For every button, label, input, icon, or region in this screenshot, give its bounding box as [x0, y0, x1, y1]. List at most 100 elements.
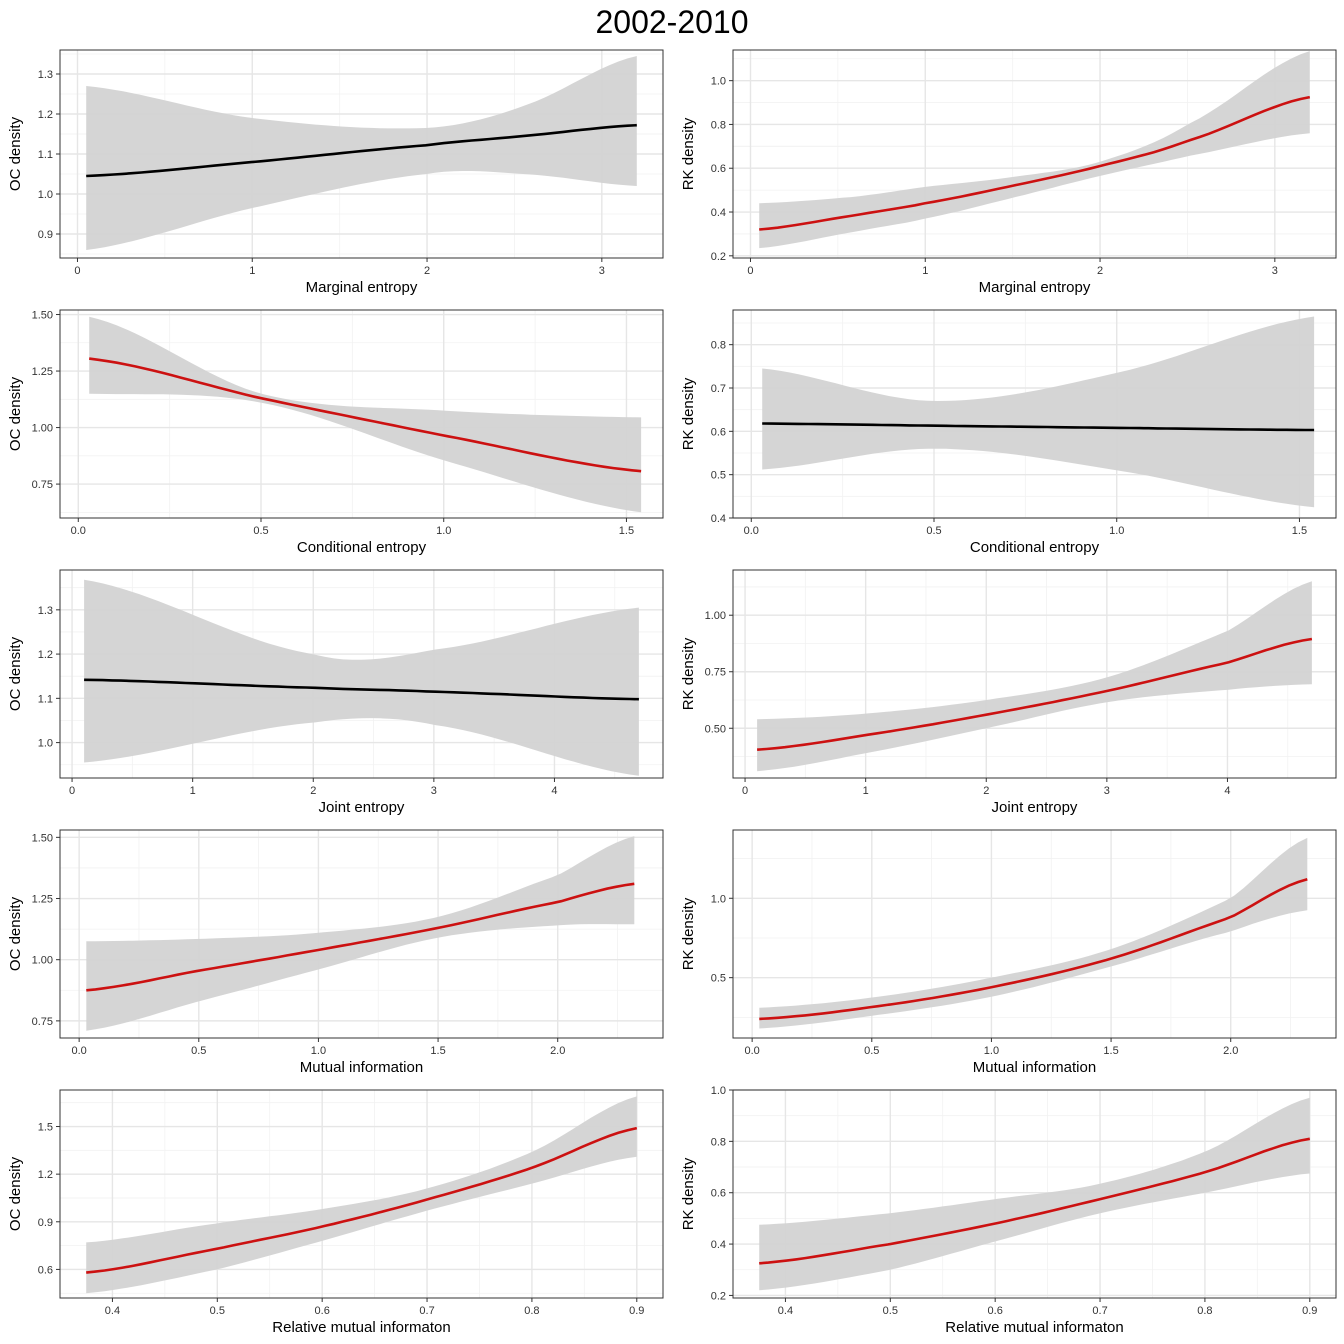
y-tick-label: 1.1 [38, 693, 53, 705]
panel-conditional-rk: 0.0 0.5 1.0 1.5 0.4 0.5 0.6 0.7 0.8 Conditional e… [680, 309, 1337, 556]
y-tick-label: 1.0 [711, 76, 726, 88]
y-tick-label: 1.50 [32, 832, 53, 844]
fit-line [86, 882, 635, 992]
x-tick-label: 0.7 [1092, 1305, 1107, 1317]
x-axis-title: Joint entropy [992, 799, 1078, 816]
x-tick-label: 0.5 [864, 1045, 879, 1057]
y-tick-label: 0.9 [38, 229, 53, 241]
x-tick-label: 3 [431, 785, 437, 797]
y-axis-title: OC density [7, 116, 24, 191]
y-tick-label: 0.5 [711, 973, 726, 985]
y-tick-label: 0.8 [711, 119, 726, 131]
fit-line [762, 422, 1315, 432]
x-axis-title: Mutual information [973, 1059, 1096, 1076]
confidence-ribbon [86, 1096, 637, 1294]
x-tick-label: 1.5 [430, 1045, 445, 1057]
y-tick-label: 1.3 [38, 69, 53, 81]
y-tick-label: 1.2 [38, 649, 53, 661]
y-axis-title: RK density [680, 117, 697, 190]
fit-line [757, 637, 1313, 751]
x-tick-label: 0.9 [629, 1305, 644, 1317]
x-tick-label: 1 [922, 265, 928, 277]
y-tick-label: 0.9 [38, 1217, 53, 1229]
x-tick-label: 0 [69, 785, 75, 797]
figure-title: 2002-2010 [595, 4, 749, 40]
x-tick-label: 0.4 [778, 1305, 793, 1317]
confidence-ribbon [89, 316, 642, 513]
x-tick-label: 0.5 [883, 1305, 898, 1317]
y-tick-label: 1.25 [32, 894, 53, 906]
y-tick-label: 0.6 [711, 163, 726, 175]
x-tick-label: 2 [1097, 265, 1103, 277]
x-tick-label: 2 [424, 265, 430, 277]
x-tick-label: 1.0 [436, 525, 451, 537]
y-axis-title: OC density [7, 896, 24, 971]
y-tick-label: 0.2 [711, 251, 726, 263]
y-tick-label: 1.00 [32, 955, 53, 967]
x-tick-label: 1 [863, 785, 869, 797]
x-tick-label: 1.0 [311, 1045, 326, 1057]
x-tick-label: 0.7 [419, 1305, 434, 1317]
x-tick-label: 0.0 [71, 525, 86, 537]
panel-marginal-rk: 0 1 2 3 0.2 0.4 0.6 0.8 1.0 Marginal entropy RK de… [680, 49, 1337, 296]
x-tick-label: 0.6 [315, 1305, 330, 1317]
x-tick-label: 3 [599, 265, 605, 277]
confidence-ribbon [757, 581, 1312, 772]
y-tick-label: 1.0 [711, 1085, 726, 1097]
y-tick-label: 1.0 [38, 738, 53, 750]
x-tick-label: 2 [983, 785, 989, 797]
confidence-ribbon [86, 56, 637, 250]
x-axis-title: Marginal entropy [979, 279, 1091, 296]
x-tick-label: 1.5 [1103, 1045, 1118, 1057]
panel-border [732, 1089, 1337, 1299]
y-tick-label: 1.0 [711, 893, 726, 905]
y-tick-label: 1.2 [38, 1169, 53, 1181]
y-tick-label: 0.7 [711, 383, 726, 395]
panel-relative-oc: 0.4 0.5 0.6 0.7 0.8 0.9 0.6 0.9 1.2 1.5 Relative m… [7, 1089, 664, 1336]
y-axis-title: RK density [680, 1157, 697, 1230]
y-tick-label: 0.75 [32, 1016, 53, 1028]
panel-conditional-oc: 0.0 0.5 1.0 1.5 0.75 1.00 1.25 1.50 Conditional … [7, 309, 664, 556]
y-tick-label: 0.8 [711, 340, 726, 352]
x-tick-label: 0 [742, 785, 748, 797]
y-tick-label: 0.6 [711, 1188, 726, 1200]
confidence-ribbon [86, 836, 635, 1031]
x-tick-label: 2.0 [1223, 1045, 1238, 1057]
y-tick-label: 0.8 [711, 1136, 726, 1148]
y-tick-label: 0.6 [711, 426, 726, 438]
panel-mutual-rk: 0.0 0.5 1.0 1.5 2.0 0.5 1.0 Mutual information R… [680, 829, 1337, 1076]
x-tick-label: 0.5 [210, 1305, 225, 1317]
y-tick-label: 0.75 [705, 667, 726, 679]
y-tick-label: 0.4 [711, 207, 726, 219]
x-tick-label: 0.9 [1302, 1305, 1317, 1317]
x-tick-label: 0.8 [524, 1305, 539, 1317]
fit-line [89, 357, 642, 473]
fit-line [759, 95, 1311, 231]
y-tick-label: 0.4 [711, 513, 726, 525]
panel-border [732, 569, 1337, 779]
x-tick-label: 1 [190, 785, 196, 797]
fit-line [84, 678, 639, 701]
x-tick-label: 0.4 [105, 1305, 120, 1317]
y-tick-label: 0.50 [705, 723, 726, 735]
panel-marginal-oc: 0 1 2 3 0.9 1.0 1.1 1.2 1.3 Marginal entropy OC de… [7, 49, 664, 296]
x-tick-label: 0.5 [191, 1045, 206, 1057]
y-tick-label: 0.6 [38, 1264, 53, 1276]
panel-joint-oc: 0 1 2 3 4 1.0 1.1 1.2 1.3 Joint entropy OC density [7, 569, 664, 816]
x-tick-label: 1.0 [1109, 525, 1124, 537]
x-tick-label: 1.5 [619, 525, 634, 537]
y-axis-title: OC density [7, 1156, 24, 1231]
y-tick-label: 0.5 [711, 470, 726, 482]
x-tick-label: 3 [1104, 785, 1110, 797]
x-tick-label: 0.5 [926, 525, 941, 537]
x-tick-label: 1 [249, 265, 255, 277]
x-axis-title: Relative mutual informaton [272, 1319, 450, 1336]
panel-border [732, 829, 1337, 1039]
confidence-ribbon [762, 316, 1315, 508]
panel-border [59, 1089, 664, 1299]
x-tick-label: 0.6 [988, 1305, 1003, 1317]
panel-border [732, 309, 1337, 519]
panel-joint-rk: 0 1 2 3 4 0.50 0.75 1.00 Joint entropy RK density [680, 569, 1337, 816]
y-tick-label: 1.50 [32, 310, 53, 322]
